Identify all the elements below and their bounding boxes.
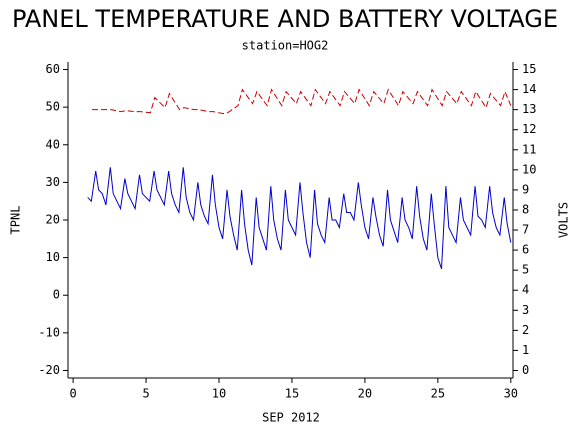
x-tick-label: 15 (285, 387, 299, 401)
y2-tick-label: 12 (522, 122, 536, 136)
y-tick-label: 20 (46, 213, 60, 227)
y-tick-label: 40 (46, 137, 60, 151)
x-tick-label: 30 (504, 387, 518, 401)
y2-tick-label: 7 (522, 223, 529, 237)
y2-tick-label: 4 (522, 283, 529, 297)
y-tick-label: 10 (46, 250, 60, 264)
x-axis-label: SEP 2012 (262, 411, 320, 425)
y2-tick-label: 10 (522, 162, 536, 176)
y2-tick-label: 13 (522, 102, 536, 116)
x-tick-label: 0 (69, 387, 76, 401)
y-axis-label: TPNL (9, 206, 23, 235)
y2-tick-label: 2 (522, 323, 529, 337)
x-tick-label: 25 (431, 387, 445, 401)
y2-tick-label: 15 (522, 62, 536, 76)
y2-tick-label: 11 (522, 142, 536, 156)
y-tick-label: 30 (46, 175, 60, 189)
y2-tick-label: 9 (522, 182, 529, 196)
y2-axis-label: VOLTS (557, 202, 570, 238)
y-tick-label: 50 (46, 100, 60, 114)
chart-title: PANEL TEMPERATURE AND BATTERY VOLTAGE (12, 5, 558, 33)
y2-tick-label: 8 (522, 202, 529, 216)
y-tick-label: -10 (38, 325, 60, 339)
y-tick-label: 60 (46, 62, 60, 76)
y-tick-label: 0 (53, 288, 60, 302)
x-tick-label: 20 (358, 387, 372, 401)
y2-tick-label: 1 (522, 343, 529, 357)
y2-tick-label: 5 (522, 263, 529, 277)
y2-tick-label: 6 (522, 243, 529, 257)
x-tick-label: 10 (212, 387, 226, 401)
x-tick-label: 5 (142, 387, 149, 401)
series-line (87, 167, 512, 270)
y2-tick-label: 14 (522, 82, 536, 96)
chart-subtitle: station=HOG2 (242, 39, 329, 53)
y2-tick-label: 0 (522, 363, 529, 377)
series-line (92, 88, 512, 115)
y2-tick-label: 3 (522, 303, 529, 317)
y-tick-label: -20 (38, 363, 60, 377)
